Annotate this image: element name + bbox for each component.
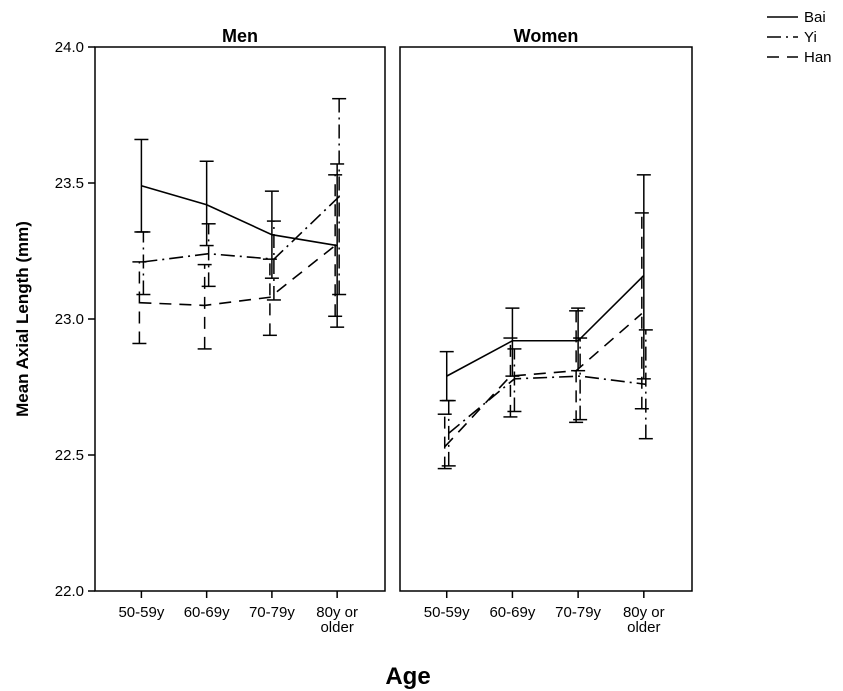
- series-line-han: [444, 312, 643, 448]
- y-tick-label: 23.0: [55, 311, 84, 328]
- x-tick-label: 70-79y: [555, 604, 601, 621]
- series-line-bai: [141, 184, 338, 247]
- y-tick-label: 22.0: [55, 583, 84, 600]
- legend-label-han: Han: [804, 49, 832, 66]
- series-line-han: [139, 244, 336, 307]
- panel-frame: [94, 46, 386, 592]
- x-tick-label: 50-59y: [424, 604, 470, 621]
- x-tick-label: 80y or: [623, 604, 665, 621]
- x-tick-label: 70-79y: [249, 604, 295, 621]
- x-tick-label: 50-59y: [118, 604, 164, 621]
- panel-frame: [399, 46, 693, 592]
- series-line-bai: [446, 274, 645, 377]
- x-tick-label: older: [627, 619, 660, 636]
- x-tick-label: older: [320, 619, 353, 636]
- x-tick-label: 60-69y: [184, 604, 230, 621]
- panel-title: Men: [222, 26, 258, 46]
- y-tick-label: 23.5: [55, 175, 84, 192]
- y-axis-title: Mean Axial Length (mm): [13, 221, 32, 417]
- panel-title: Women: [514, 26, 579, 46]
- x-tick-label: 60-69y: [489, 604, 535, 621]
- y-tick-label: 22.5: [55, 447, 84, 464]
- legend-label-bai: Bai: [804, 9, 826, 26]
- series-line-yi: [448, 375, 646, 434]
- legend-label-yi: Yi: [804, 29, 817, 46]
- x-tick-label: 80y or: [316, 604, 358, 621]
- series-line-yi: [143, 196, 340, 263]
- y-tick-label: 24.0: [55, 39, 84, 56]
- x-axis-title: Age: [385, 663, 430, 690]
